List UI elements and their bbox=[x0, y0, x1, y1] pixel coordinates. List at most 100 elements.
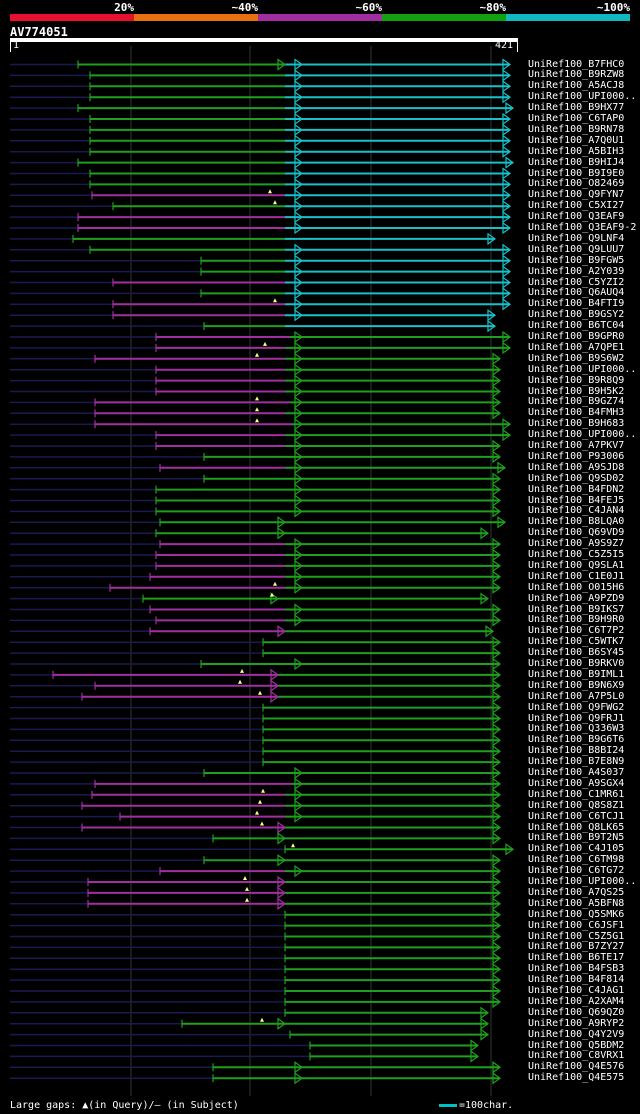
hit-label[interactable]: UniRef100_B6SY45 bbox=[528, 647, 625, 659]
hit-label[interactable]: UniRef100_A7QPE1 bbox=[528, 341, 625, 353]
hit-label[interactable]: UniRef100_C6T7P2 bbox=[528, 625, 625, 637]
hit-label[interactable]: UniRef100_O82469 bbox=[528, 178, 625, 190]
hit-label[interactable]: UniRef100_UPI000.. bbox=[528, 363, 637, 375]
hit-label[interactable]: UniRef100_A7QS25 bbox=[528, 886, 625, 898]
hit-label[interactable]: UniRef100_B9IKS7 bbox=[528, 603, 625, 615]
hit-label[interactable]: UniRef100_B9H683 bbox=[528, 418, 625, 430]
hit-label[interactable]: UniRef100_C4JAG1 bbox=[528, 985, 625, 996]
hit-label[interactable]: UniRef100_B9FGW5 bbox=[528, 254, 625, 266]
hit-label[interactable]: UniRef100_C5YZI2 bbox=[528, 276, 625, 288]
hit-label[interactable]: UniRef100_B9RZW8 bbox=[528, 69, 625, 81]
hit-label[interactable]: UniRef100_Q9SD02 bbox=[528, 472, 625, 484]
hit-label[interactable]: UniRef100_B9N6X9 bbox=[528, 679, 625, 691]
hit-label[interactable]: UniRef100_A7PKV7 bbox=[528, 440, 625, 451]
hit-label[interactable]: UniRef100_A4S037 bbox=[528, 767, 625, 778]
hit-label[interactable]: UniRef100_Q69VD9 bbox=[528, 527, 625, 539]
hit-label[interactable]: UniRef100_P93006 bbox=[528, 450, 625, 462]
hit-label[interactable]: UniRef100_Q4Y2V9 bbox=[528, 1028, 625, 1040]
hit-label[interactable]: UniRef100_A5BFN8 bbox=[528, 897, 625, 909]
hit-label[interactable]: UniRef100_B4FDN2 bbox=[528, 483, 625, 495]
hit-label[interactable]: UniRef100_C5Z5I5 bbox=[528, 549, 625, 560]
hit-label[interactable]: UniRef100_A2Y039 bbox=[528, 265, 625, 277]
hit-label[interactable]: UniRef100_B9H9R0 bbox=[528, 614, 625, 626]
hsp-arrowhead bbox=[487, 319, 497, 333]
hsp-arrowhead bbox=[294, 766, 304, 780]
hit-label[interactable]: UniRef100_O015H6 bbox=[528, 581, 625, 593]
hit-label[interactable]: UniRef100_B9G6T6 bbox=[528, 734, 625, 746]
hit-label[interactable]: UniRef100_B9S6W2 bbox=[528, 352, 625, 364]
hit-label[interactable]: UniRef100_Q8S8Z1 bbox=[528, 799, 625, 811]
hit-label[interactable]: UniRef100_B4FSB3 bbox=[528, 963, 625, 975]
hsp-arrowhead bbox=[277, 832, 287, 845]
hit-label[interactable]: UniRef100_Q9FWG2 bbox=[528, 701, 625, 713]
hit-label[interactable]: UniRef100_B4FTI9 bbox=[528, 298, 625, 310]
hit-label[interactable]: UniRef100_B8LQA0 bbox=[528, 516, 625, 528]
hit-label[interactable]: UniRef100_B4F814 bbox=[528, 974, 625, 986]
hsp-arrowhead bbox=[492, 636, 502, 649]
hit-label[interactable]: UniRef100_B9GZ74 bbox=[528, 396, 625, 408]
hit-label[interactable]: UniRef100_A9SJD8 bbox=[528, 461, 625, 473]
hit-label[interactable]: UniRef100_Q5BDM2 bbox=[528, 1039, 625, 1051]
hit-label[interactable]: UniRef100_B9RN78 bbox=[528, 123, 625, 135]
hit-label[interactable]: UniRef100_B9I9E0 bbox=[528, 167, 625, 179]
hit-label[interactable]: UniRef100_A5BIH3 bbox=[528, 145, 625, 157]
hit-label[interactable]: UniRef100_Q69QZ0 bbox=[528, 1006, 625, 1018]
hit-label[interactable]: UniRef100_C5WTK7 bbox=[528, 636, 625, 648]
hit-label[interactable]: UniRef100_B4FEJ5 bbox=[528, 494, 625, 506]
hit-label[interactable]: UniRef100_A2XAM4 bbox=[528, 995, 625, 1007]
hit-label[interactable]: UniRef100_C5XI27 bbox=[528, 200, 625, 212]
hit-label[interactable]: UniRef100_B9R8Q9 bbox=[528, 374, 625, 386]
hit-label[interactable]: UniRef100_C6TAP0 bbox=[528, 113, 625, 124]
hit-label[interactable]: UniRef100_C8VRX1 bbox=[528, 1050, 625, 1062]
hit-label[interactable]: UniRef100_Q3EAF9-2 bbox=[528, 222, 637, 233]
hit-label[interactable]: UniRef100_Q9LUU7 bbox=[528, 243, 625, 255]
hit-label[interactable]: UniRef100_A9SGX4 bbox=[528, 777, 625, 789]
hsp-arrowhead bbox=[502, 254, 512, 267]
hit-label[interactable]: UniRef100_C6JSF1 bbox=[528, 919, 625, 931]
hit-label[interactable]: UniRef100_C4J105 bbox=[528, 843, 625, 855]
hit-label[interactable]: UniRef100_C6TM98 bbox=[528, 854, 625, 866]
hit-label[interactable]: UniRef100_UPI000.. bbox=[528, 91, 637, 103]
hit-label[interactable]: UniRef100_UPI000.. bbox=[528, 876, 637, 887]
hit-label[interactable]: UniRef100_Q9SLA1 bbox=[528, 559, 625, 571]
hit-label[interactable]: UniRef100_A5ACJ8 bbox=[528, 80, 625, 92]
hit-label[interactable]: UniRef100_C1E0J1 bbox=[528, 570, 625, 582]
hit-label[interactable]: UniRef100_UPI000.. bbox=[528, 429, 637, 441]
hit-label[interactable]: UniRef100_Q5SMK6 bbox=[528, 908, 625, 920]
hit-label[interactable]: UniRef100_B9HIJ4 bbox=[528, 156, 625, 168]
hit-label[interactable]: UniRef100_Q8LK65 bbox=[528, 821, 625, 833]
hit-label[interactable]: UniRef100_B6TE17 bbox=[528, 952, 625, 964]
hit-label[interactable]: UniRef100_A7P5L0 bbox=[528, 690, 625, 702]
hit-label[interactable]: UniRef100_B9IML1 bbox=[528, 668, 625, 680]
hit-label[interactable]: UniRef100_Q336W3 bbox=[528, 723, 625, 735]
hsp-arrowhead bbox=[492, 864, 502, 878]
hit-label[interactable]: UniRef100_C1MR61 bbox=[528, 788, 625, 800]
hit-label[interactable]: UniRef100_C5Z5G1 bbox=[528, 930, 625, 942]
hit-label[interactable]: UniRef100_A7Q0U1 bbox=[528, 134, 625, 146]
hit-label[interactable]: UniRef100_A9S9Z7 bbox=[528, 538, 625, 550]
hit-label[interactable]: UniRef100_Q9LNF4 bbox=[528, 232, 625, 244]
hit-label[interactable]: UniRef100_B7E8N9 bbox=[528, 756, 625, 768]
hit-label[interactable]: UniRef100_B9GSY2 bbox=[528, 309, 625, 321]
hit-label[interactable]: UniRef100_Q9FRJ1 bbox=[528, 712, 625, 724]
hit-label[interactable]: UniRef100_B7FHC0 bbox=[528, 58, 625, 70]
hit-label[interactable]: UniRef100_C6TG72 bbox=[528, 865, 625, 877]
hit-label[interactable]: UniRef100_B9T2N5 bbox=[528, 832, 625, 844]
hit-label[interactable]: UniRef100_A9RYP2 bbox=[528, 1017, 625, 1029]
hit-label[interactable]: UniRef100_C6TCJ1 bbox=[528, 810, 625, 822]
hit-label[interactable]: UniRef100_B6TC04 bbox=[528, 320, 625, 332]
hit-label[interactable]: UniRef100_Q4E575 bbox=[528, 1072, 625, 1084]
hit-label[interactable]: UniRef100_B9H5K2 bbox=[528, 385, 625, 397]
hit-label[interactable]: UniRef100_Q3EAF9 bbox=[528, 211, 625, 223]
hit-label[interactable]: UniRef100_A9PZD9 bbox=[528, 592, 625, 604]
hit-label[interactable]: UniRef100_C4JAN4 bbox=[528, 505, 625, 517]
hit-label[interactable]: UniRef100_B9RKV0 bbox=[528, 658, 625, 669]
hit-label[interactable]: UniRef100_B9GPR0 bbox=[528, 331, 625, 342]
hit-label[interactable]: UniRef100_Q6AUQ4 bbox=[528, 287, 625, 299]
hit-label[interactable]: UniRef100_B9HX77 bbox=[528, 102, 625, 114]
hit-label[interactable]: UniRef100_Q4E576 bbox=[528, 1061, 625, 1073]
hit-label[interactable]: UniRef100_Q9FYN7 bbox=[528, 189, 625, 201]
hit-label[interactable]: UniRef100_B7ZY27 bbox=[528, 941, 625, 953]
hit-label[interactable]: UniRef100_B8BI24 bbox=[528, 745, 625, 757]
hit-label[interactable]: UniRef100_B4FMH3 bbox=[528, 407, 625, 419]
